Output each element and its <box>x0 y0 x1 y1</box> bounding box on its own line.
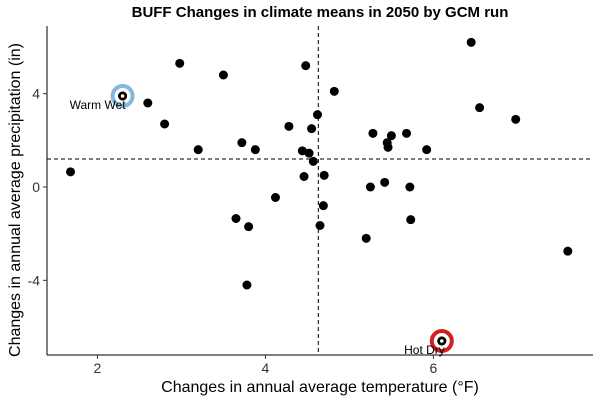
data-point <box>563 246 573 256</box>
y-tick-label: 4 <box>32 86 40 102</box>
data-point <box>308 156 318 166</box>
data-point <box>361 233 371 243</box>
data-point <box>380 177 390 187</box>
data-point <box>301 61 311 71</box>
highlight-label: Warm Wet <box>70 98 127 112</box>
data-point <box>242 280 252 290</box>
data-point <box>231 214 241 223</box>
data-point <box>475 103 485 113</box>
data-point <box>422 145 432 155</box>
data-point <box>329 86 339 96</box>
data-point <box>386 131 396 141</box>
data-point <box>365 182 375 192</box>
data-point <box>175 58 185 68</box>
data-point <box>143 98 153 108</box>
y-axis-label: Changes in annual average precipitation … <box>7 43 24 357</box>
x-tick-label: 4 <box>262 360 270 376</box>
data-point <box>299 172 309 181</box>
data-point <box>368 128 378 138</box>
data-point <box>405 182 415 192</box>
data-point <box>318 201 328 211</box>
data-point <box>284 121 294 131</box>
highlight-ring <box>429 329 454 353</box>
y-tick-label: -4 <box>28 272 41 288</box>
data-point <box>304 148 314 158</box>
data-point <box>312 110 322 120</box>
x-tick-label: 2 <box>94 360 102 376</box>
highlight-label: Hot Dry <box>404 343 445 357</box>
data-point <box>66 167 76 177</box>
data-point <box>244 222 254 232</box>
x-axis-label: Changes in annual average temperature (°… <box>161 379 479 396</box>
data-point <box>315 221 325 230</box>
data-point <box>160 119 170 129</box>
highlight-point-center <box>440 339 444 343</box>
plot-area: 2 4 6 -4 0 4 Warm Wet Hot Dry <box>28 26 593 376</box>
y-tick-label: 0 <box>32 179 40 195</box>
data-point <box>218 70 228 80</box>
data-point <box>402 128 412 138</box>
data-point <box>270 193 280 202</box>
highlight-ring <box>110 84 135 108</box>
data-point <box>237 138 247 148</box>
chart-title: BUFF Changes in climate means in 2050 by… <box>132 4 509 21</box>
data-point <box>250 145 260 155</box>
data-point <box>511 114 521 124</box>
data-point <box>193 145 203 155</box>
data-point <box>319 170 329 180</box>
highlight-point-center <box>120 94 125 98</box>
data-point <box>383 142 393 152</box>
data-point <box>307 124 317 134</box>
data-point <box>406 215 416 225</box>
x-tick-label: 6 <box>430 360 438 376</box>
data-point <box>466 37 476 47</box>
